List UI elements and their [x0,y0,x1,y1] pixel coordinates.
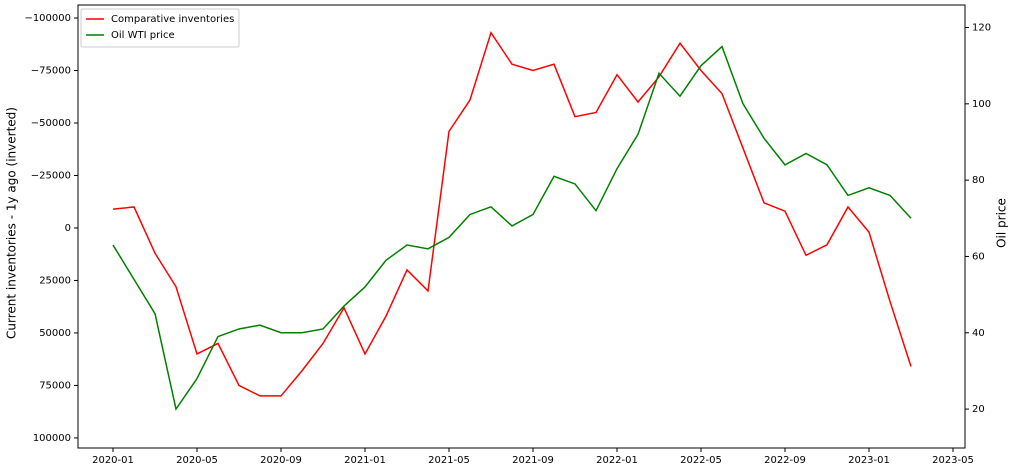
y-tick-label: −75000 [31,66,71,77]
y-tick-label: 0 [65,223,71,234]
x-tick-label: 2022-01 [596,455,638,464]
y-tick-label: 100000 [33,433,71,444]
y-tick-label: −25000 [31,170,71,181]
legend-box [80,8,240,48]
legend-label: Oil WTI price [111,30,175,41]
y2-tick-label: 20 [972,404,985,415]
y-axis-label: Current inventories - 1y ago (inverted) [5,107,19,339]
series-line [112,45,912,411]
y2-tick-label: 60 [972,251,985,262]
legend-label: Comparative inventories [111,14,234,25]
y2-axis-label: Oil price [995,198,1009,248]
x-tick-label: 2020-01 [92,455,134,464]
x-tick-label: 2022-05 [680,455,722,464]
y2-tick-label: 100 [972,99,991,110]
x-tick-label: 2021-05 [428,455,470,464]
x-tick-label: 2021-01 [344,455,386,464]
y-tick-label: 25000 [39,275,71,286]
y2-tick-label: 80 [972,175,985,186]
plot-frame [77,4,966,449]
series-line [112,30,912,397]
x-tick-label: 2023-01 [848,455,890,464]
y-tick-label: 50000 [39,328,71,339]
x-tick-label: 2022-09 [764,455,806,464]
y-tick-label: 75000 [39,380,71,391]
y2-tick-label: 120 [972,23,991,34]
y-tick-label: −100000 [24,13,71,24]
y2-tick-label: 40 [972,328,985,339]
x-tick-label: 2020-05 [176,455,218,464]
x-tick-label: 2020-09 [260,455,302,464]
y-tick-label: −50000 [31,118,71,129]
x-tick-label: 2023-05 [932,455,974,464]
x-tick-label: 2021-09 [512,455,554,464]
